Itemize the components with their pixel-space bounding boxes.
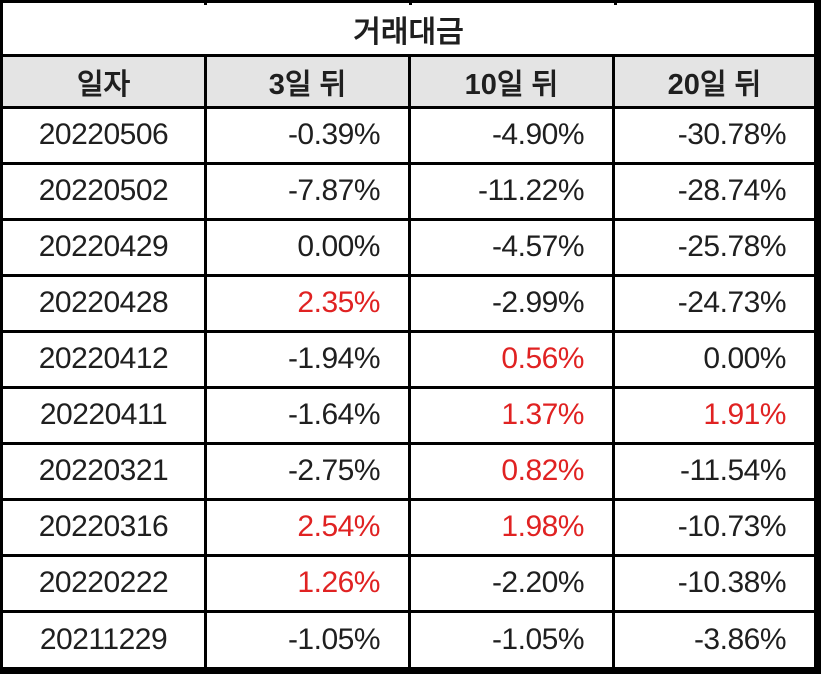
value-cell: -3.86% [612,609,819,673]
table-body: 20220506 -0.39% -4.90% -30.78% 20220502 -7.87… [0,106,819,673]
value-cell: 1.91% [612,385,819,445]
date-cell: 20220506 [0,106,207,165]
crop-artifact-tick [409,0,412,5]
value-cell: -0.39% [204,106,411,165]
value-cell: -1.05% [408,609,615,673]
column-header-3days-later: 3일 뒤 [204,54,411,109]
table-row: 20220506 -0.39% -4.90% -30.78% [0,106,819,165]
value-cell: -2.20% [408,553,615,613]
table-title-row: 거래대금 [0,0,819,57]
value-cell: 0.56% [408,329,615,389]
value-cell: -1.94% [204,329,411,389]
table-header-row: 일자 3일 뒤 10일 뒤 20일 뒤 [0,54,819,109]
date-cell: 20220429 [0,217,207,277]
value-cell: -11.22% [408,161,615,221]
table-row: 20220412 -1.94% 0.56% 0.00% [0,329,819,389]
date-cell: 20220411 [0,385,207,445]
value-cell: 1.98% [408,497,615,557]
value-cell: -4.90% [408,106,615,165]
date-cell: 20211229 [0,609,207,673]
table-row: 20211229 -1.05% -1.05% -3.86% [0,609,819,673]
crop-artifact-tick [614,0,617,5]
date-cell: 20220316 [0,497,207,557]
value-cell: 2.54% [204,497,411,557]
value-cell: 1.37% [408,385,615,445]
table-row: 20220411 -1.64% 1.37% 1.91% [0,385,819,445]
value-cell: -30.78% [612,106,819,165]
crop-artifact-tick [204,0,207,5]
date-cell: 20220321 [0,441,207,501]
value-cell: -10.38% [612,553,819,613]
table-title: 거래대금 [0,0,819,57]
date-cell: 20220412 [0,329,207,389]
table-row: 20220321 -2.75% 0.82% -11.54% [0,441,819,501]
value-cell: 0.82% [408,441,615,501]
value-cell: -25.78% [612,217,819,277]
column-header-date: 일자 [0,54,207,109]
value-cell: -10.73% [612,497,819,557]
value-cell: -2.99% [408,273,615,333]
value-cell: -24.73% [612,273,819,333]
table-row: 20220429 0.00% -4.57% -25.78% [0,217,819,277]
table-row: 20220428 2.35% -2.99% -24.73% [0,273,819,333]
value-cell: -1.05% [204,609,411,673]
value-cell: -1.64% [204,385,411,445]
date-cell: 20220502 [0,161,207,221]
value-cell: -11.54% [612,441,819,501]
column-header-10days-later: 10일 뒤 [408,54,615,109]
value-cell: 0.00% [204,217,411,277]
column-header-20days-later: 20일 뒤 [612,54,819,109]
table-row: 20220316 2.54% 1.98% -10.73% [0,497,819,557]
value-cell: 2.35% [204,273,411,333]
value-cell: -28.74% [612,161,819,221]
value-cell: -4.57% [408,217,615,277]
date-cell: 20220222 [0,553,207,613]
date-cell: 20220428 [0,273,207,333]
value-cell: -2.75% [204,441,411,501]
value-cell: 0.00% [612,329,819,389]
value-cell: -7.87% [204,161,411,221]
table-row: 20220502 -7.87% -11.22% -28.74% [0,161,819,221]
table-row: 20220222 1.26% -2.20% -10.38% [0,553,819,613]
value-cell: 1.26% [204,553,411,613]
